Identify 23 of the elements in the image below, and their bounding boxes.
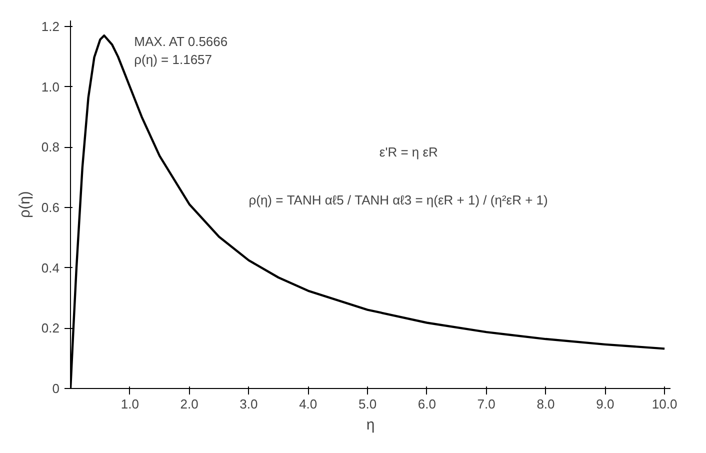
x-tick-label: 5.0 xyxy=(358,396,377,412)
annotation: ε'R = η εR xyxy=(379,144,438,160)
x-tick-label: 3.0 xyxy=(240,396,258,412)
y-axis-title: ρ(η) xyxy=(16,191,34,218)
x-axis-title: η xyxy=(366,416,375,434)
y-tick-label: 0.6 xyxy=(41,200,60,216)
x-tick-label: 2.0 xyxy=(180,396,198,412)
x-tick-label: 10.0 xyxy=(652,396,678,412)
y-tick-label: 0 xyxy=(52,381,60,396)
annotation: ρ(η) = 1.1657 xyxy=(134,52,212,67)
x-tick-label: 4.0 xyxy=(299,396,318,412)
y-tick-label: 1.0 xyxy=(41,79,60,94)
y-tick-label: 1.2 xyxy=(41,19,60,34)
x-tick-label: 9.0 xyxy=(596,396,614,412)
x-tick-label: 7.0 xyxy=(477,396,496,412)
annotation: ρ(η) = TANH αℓ5 / TANH αℓ3 = η(εR + 1) / (η²εR + 1) xyxy=(248,192,548,208)
y-tick-label: 0.8 xyxy=(41,140,60,155)
x-tick-label: 8.0 xyxy=(536,396,555,412)
annotation: MAX. AT 0.5666 xyxy=(134,34,228,49)
x-tick-label: 6.0 xyxy=(418,396,436,412)
y-tick-label: 0.2 xyxy=(41,320,60,336)
y-tick-label: 0.4 xyxy=(41,260,60,276)
x-tick-label: 1.0 xyxy=(120,396,139,412)
